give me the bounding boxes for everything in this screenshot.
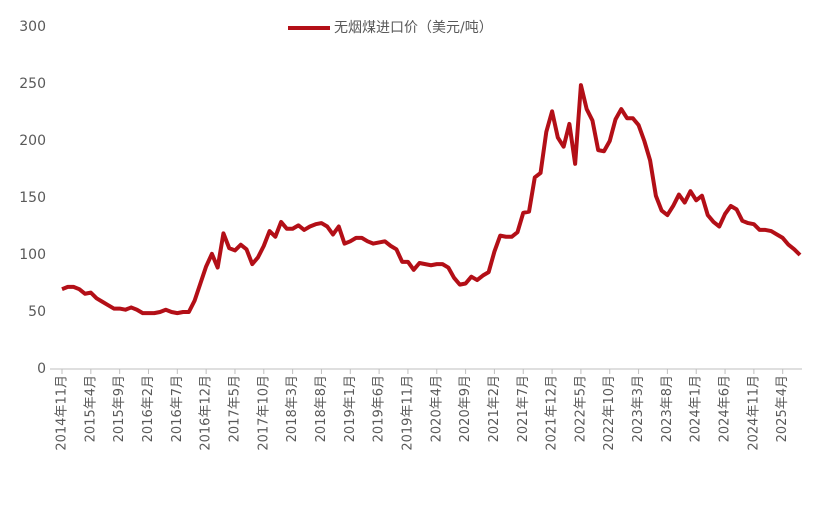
x-tick-label: 2020年9月 — [458, 375, 473, 442]
x-tick-label: 2015年9月 — [112, 375, 127, 442]
x-tick-label: 2025年4月 — [775, 375, 790, 442]
y-tick-label: 150 — [19, 190, 46, 206]
x-tick-label: 2020年4月 — [429, 375, 444, 442]
x-tick-label: 2014年11月 — [55, 375, 70, 451]
x-tick-label: 2019年1月 — [343, 375, 358, 442]
x-tick-label: 2021年12月 — [545, 375, 560, 451]
y-tick-label: 0 — [37, 361, 46, 377]
legend-label: 无烟煤进口价（美元/吨） — [334, 20, 493, 36]
x-tick-label: 2021年7月 — [516, 375, 531, 442]
x-tick-label: 2022年5月 — [573, 375, 588, 442]
series-line — [61, 83, 802, 316]
y-tick-label: 250 — [19, 76, 46, 92]
x-tick-label: 2023年8月 — [660, 375, 675, 442]
x-tick-label: 2024年6月 — [718, 375, 733, 442]
x-tick-label: 2023年3月 — [631, 375, 646, 442]
x-tick-label: 2016年7月 — [170, 375, 185, 442]
x-tick-label: 2015年4月 — [83, 375, 98, 442]
x-tick-label: 2017年5月 — [227, 375, 242, 442]
y-tick-label: 50 — [28, 304, 46, 320]
y-tick-label: 300 — [19, 19, 46, 35]
x-tick-label: 2018年8月 — [314, 375, 329, 442]
x-tick-label: 2016年12月 — [199, 375, 214, 451]
x-tick-label: 2022年10月 — [602, 375, 617, 451]
x-tick-label: 2024年11月 — [746, 375, 761, 451]
x-tick-label: 2019年11月 — [400, 375, 415, 451]
y-tick-label: 200 — [19, 133, 46, 149]
x-tick-label: 2018年3月 — [285, 375, 300, 442]
x-tick-label: 2021年2月 — [487, 375, 502, 442]
x-tick-label: 2019年6月 — [372, 375, 387, 442]
x-tick-label: 2024年1月 — [689, 375, 704, 442]
y-tick-label: 100 — [19, 247, 46, 263]
x-tick-label: 2016年2月 — [141, 375, 156, 442]
x-tick-label: 2017年10月 — [256, 375, 271, 451]
